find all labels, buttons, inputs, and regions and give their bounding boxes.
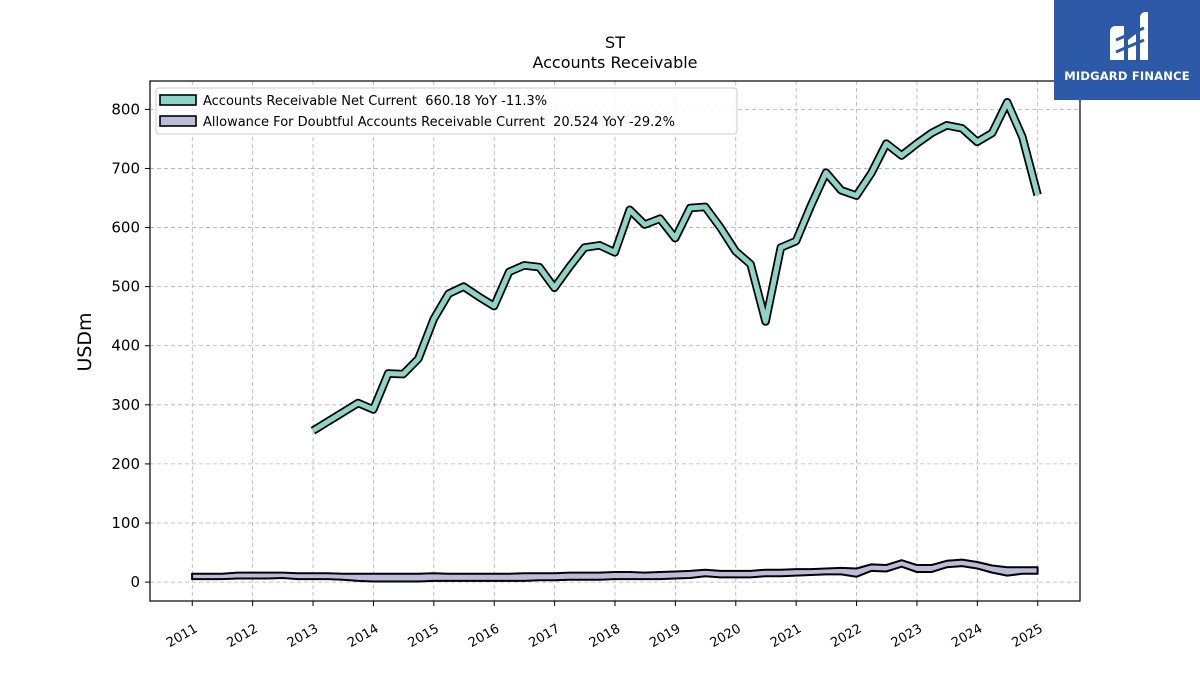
legend-swatch-allowance bbox=[159, 115, 197, 127]
x-tick-label: 2020 bbox=[708, 621, 744, 651]
y-tick-label: 500 bbox=[111, 278, 140, 296]
y-tick-label: 300 bbox=[111, 396, 140, 414]
x-tick-label: 2011 bbox=[164, 621, 200, 651]
x-tick-label: 2019 bbox=[647, 621, 683, 651]
midgard-logo-icon bbox=[1110, 12, 1148, 60]
y-tick-label: 800 bbox=[111, 100, 140, 118]
legend-box bbox=[155, 87, 738, 135]
x-tick-label: 2012 bbox=[225, 621, 261, 651]
x-tick-label: 2021 bbox=[768, 621, 804, 651]
x-tick-label: 2016 bbox=[466, 621, 502, 651]
grid-lines bbox=[150, 81, 1080, 601]
plot-series bbox=[191, 98, 1042, 583]
legend: Accounts Receivable Net Current 660.18 Y… bbox=[155, 87, 738, 135]
x-tick-label: 2017 bbox=[526, 621, 562, 651]
x-tick-label: 2023 bbox=[889, 621, 925, 651]
legend-label-allowance: Allowance For Doubtful Accounts Receivab… bbox=[203, 115, 675, 130]
y-tick-label: 700 bbox=[111, 159, 140, 177]
allowance-band bbox=[191, 558, 1039, 583]
brand-name: MIDGARD FINANCE bbox=[1064, 69, 1190, 83]
x-tick-label: 2022 bbox=[828, 621, 864, 651]
x-tick-label: 2018 bbox=[587, 621, 623, 651]
chart-title: ST bbox=[605, 33, 625, 52]
y-axis-label: USDm bbox=[74, 312, 96, 371]
y-tick-label: 100 bbox=[111, 514, 140, 532]
legend-swatch-net-receivables bbox=[159, 94, 197, 106]
y-tick-label: 0 bbox=[130, 573, 140, 591]
x-tick-label: 2024 bbox=[949, 621, 985, 651]
legend-label-net-receivables: Accounts Receivable Net Current 660.18 Y… bbox=[203, 94, 547, 109]
y-tick-label: 600 bbox=[111, 219, 140, 237]
plot-frame bbox=[149, 80, 1081, 602]
y-tick-label: 200 bbox=[111, 455, 140, 473]
x-tick-label: 2015 bbox=[406, 621, 442, 651]
y-tick-label: 400 bbox=[111, 337, 140, 355]
net-receivables-line bbox=[311, 99, 1041, 433]
brand-logo: MIDGARD FINANCE bbox=[1054, 0, 1200, 100]
chart-subtitle: Accounts Receivable bbox=[532, 53, 697, 72]
x-tick-label: 2013 bbox=[285, 621, 321, 651]
x-tick-label: 2014 bbox=[345, 621, 381, 651]
x-tick-label: 2025 bbox=[1010, 621, 1046, 651]
